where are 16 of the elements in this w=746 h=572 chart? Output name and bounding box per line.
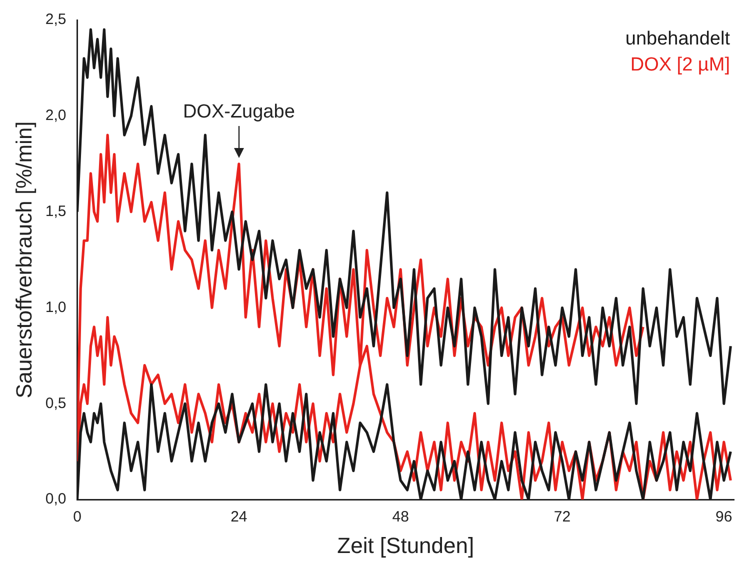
x-tick-label: 48 (392, 508, 409, 526)
annotation: DOX-Zugabe (182, 102, 295, 123)
y-tick-label: 1,5 (45, 202, 66, 220)
text: unbehandelt (625, 28, 731, 50)
x-tick-label: 24 (230, 508, 248, 526)
text: DOX [2 µM] (630, 54, 730, 76)
y-tick-label: 0,0 (45, 490, 66, 508)
y-axis-title: Sauerstoffverbrauch [%/min] (11, 121, 36, 398)
y-tick-label: 1,0 (45, 298, 66, 316)
x-tick-label: 96 (716, 508, 732, 526)
y-tick-label: 0,5 (45, 394, 66, 412)
y-tick-label: 2,5 (45, 11, 66, 28)
y-tick-label: 2,0 (45, 107, 66, 124)
x-tick-label: 0 (73, 508, 82, 526)
x-tick-label: 72 (554, 508, 571, 526)
x-axis-title: Zeit [Stunden] (337, 532, 474, 558)
